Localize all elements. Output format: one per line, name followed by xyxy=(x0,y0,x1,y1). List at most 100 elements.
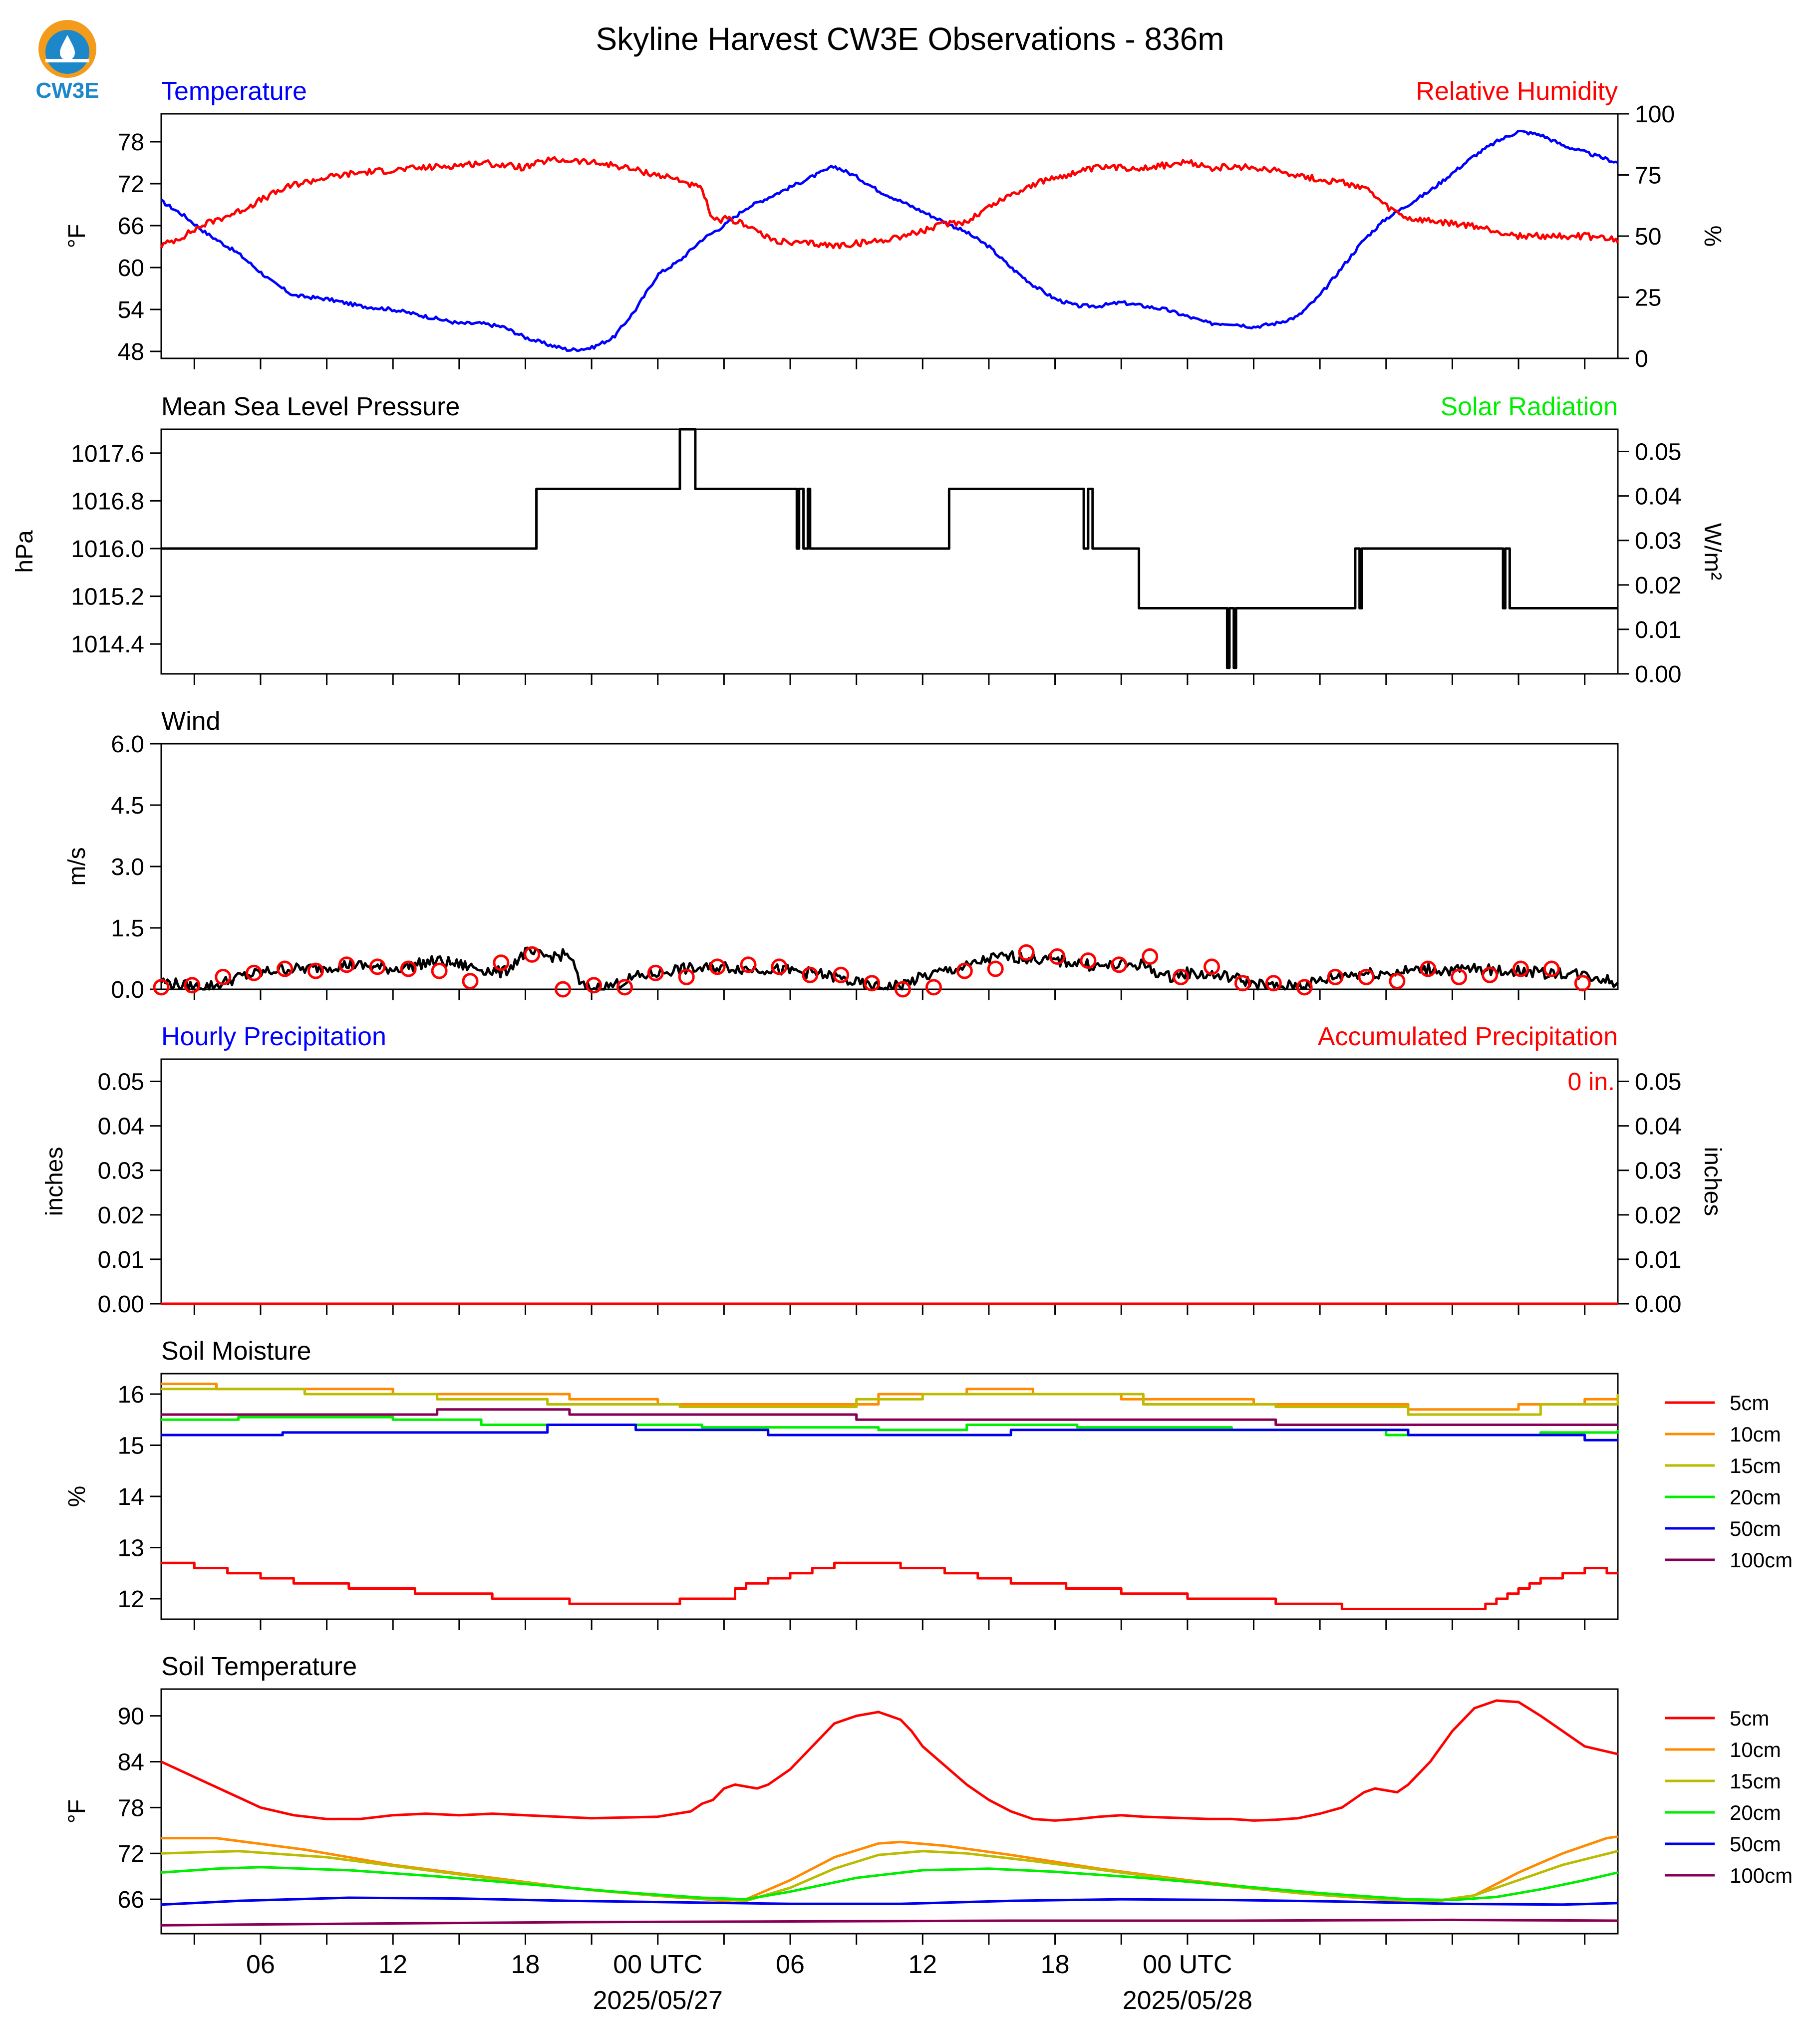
y-right-tick-label: 0.05 xyxy=(1635,439,1681,466)
y-right-axis-label: W/m² xyxy=(1699,523,1726,580)
wind-gust-marker xyxy=(277,960,294,977)
series-10cm xyxy=(161,1383,1619,1411)
wind-gust-marker xyxy=(616,979,633,996)
wind-gust-marker xyxy=(1543,960,1560,977)
wind-gust-marker xyxy=(493,954,510,971)
wind-gust-marker xyxy=(555,981,572,998)
wind-gust-marker xyxy=(1173,968,1190,985)
y-right-tick-label: 0.00 xyxy=(1635,661,1681,688)
panel-title-left: Mean Sea Level Pressure xyxy=(161,392,460,421)
legend-label: 50cm xyxy=(1730,1832,1781,1856)
legend-label: 15cm xyxy=(1730,1454,1781,1477)
wind-gust-marker xyxy=(1296,979,1313,996)
x-tick-label: 12 xyxy=(378,1950,407,1979)
y-tick-label: 1016.8 xyxy=(71,488,144,515)
y-tick-label: 48 xyxy=(118,339,144,365)
y-axis-label: % xyxy=(64,1486,90,1507)
series-line-0 xyxy=(161,428,1618,669)
wind-gust-marker xyxy=(1327,968,1344,985)
wind-gust-marker xyxy=(215,968,232,985)
series-20cm xyxy=(161,1866,1618,1902)
y-tick-label: 1017.6 xyxy=(71,441,144,467)
y-tick-label: 72 xyxy=(118,1841,144,1867)
y-right-tick-label: 100 xyxy=(1635,101,1675,128)
y-right-tick-label: 25 xyxy=(1635,285,1661,311)
y-tick-label: 60 xyxy=(118,255,144,282)
wind-gust-marker xyxy=(462,973,479,990)
logo-text: CW3E xyxy=(35,78,99,103)
wind-gust-marker xyxy=(1142,948,1159,965)
y-right-tick-label: 0.05 xyxy=(1635,1069,1681,1096)
y-tick-label: 1.5 xyxy=(111,915,144,942)
panel-title-left: Soil Temperature xyxy=(161,1652,357,1681)
wind-gust-marker xyxy=(833,966,850,983)
wind-gust-marker xyxy=(956,962,973,979)
wind-gust-marker xyxy=(153,979,170,996)
y-right-tick-label: 0.02 xyxy=(1635,1202,1681,1229)
y-right-tick-label: 0 xyxy=(1635,346,1648,372)
panel-title-right: Accumulated Precipitation xyxy=(1318,1022,1618,1051)
wind-gust-marker xyxy=(524,946,541,963)
wind-gust-marker xyxy=(307,962,324,979)
wind-gust-marker xyxy=(1080,952,1097,969)
y-tick-label: 4.5 xyxy=(111,793,144,819)
x-tick-label: 18 xyxy=(1041,1950,1070,1979)
y-right-tick-label: 0.01 xyxy=(1635,1247,1681,1273)
legend-label: 5cm xyxy=(1730,1707,1769,1730)
panel-pressure-solar: Mean Sea Level Pressure Solar Radiation 10… xyxy=(11,392,1726,688)
y-tick-label: 12 xyxy=(118,1586,144,1613)
legend-label: 5cm xyxy=(1730,1391,1769,1415)
logo-wave-icon xyxy=(45,59,89,62)
y-tick-label: 1015.2 xyxy=(71,584,144,610)
y-tick-label: 84 xyxy=(118,1749,144,1775)
legend-label: 15cm xyxy=(1730,1769,1781,1793)
y-axis-label: m/s xyxy=(64,847,90,885)
y-right-tick-label: 0.04 xyxy=(1635,484,1681,510)
y-tick-label: 54 xyxy=(118,297,144,323)
x-tick-date-label: 2025/05/28 xyxy=(1123,1986,1252,2015)
y-axis-label: °F xyxy=(64,224,90,249)
panel-temperature-humidity: Temperature Relative Humidity 48 54 60 66 72 78… xyxy=(64,77,1726,372)
wind-gust-marker xyxy=(1358,968,1375,985)
y-tick-label: 6.0 xyxy=(111,731,144,758)
series-line-0 xyxy=(160,946,1619,991)
x-tick-label: 06 xyxy=(246,1950,275,1979)
wind-gust-marker xyxy=(431,962,448,979)
panels: Temperature Relative Humidity 48 54 60 66 72 78… xyxy=(11,77,1793,1945)
panel-soil-temperature: Soil Temperature 66 72 78 84 90 °F 5cm 10cm 15cm 2… xyxy=(64,1652,1793,1945)
series-line-1 xyxy=(160,156,1619,250)
wind-gust-marker xyxy=(338,956,355,973)
wind-gust-marker xyxy=(1420,960,1437,977)
y-right-axis-label: inches xyxy=(1699,1147,1726,1216)
y-axis-label: °F xyxy=(64,1799,90,1824)
series-line-0 xyxy=(160,129,1618,352)
wind-gust-marker xyxy=(1111,956,1128,973)
wind-gust-marker xyxy=(369,958,386,975)
y-tick-label: 0.01 xyxy=(98,1247,144,1273)
wind-gust-marker xyxy=(1203,958,1220,975)
cw3e-logo: CW3E xyxy=(35,20,99,103)
y-right-axis-label: % xyxy=(1699,226,1726,247)
y-axis-label: hPa xyxy=(11,530,38,573)
series-5cm xyxy=(161,1561,1618,1610)
wind-gust-marker xyxy=(987,960,1004,977)
plot-frame xyxy=(160,1688,1619,1935)
y-right-tick-label: 50 xyxy=(1635,224,1661,250)
wind-gust-marker xyxy=(802,966,819,983)
wind-gust-marker xyxy=(586,977,603,994)
wind-gust-marker xyxy=(1574,975,1591,992)
figure-title: Skyline Harvest CW3E Observations - 836m xyxy=(596,21,1224,57)
x-tick-label: 00 UTC xyxy=(613,1950,702,1979)
panel-title-left: Temperature xyxy=(161,77,307,106)
y-right-tick-label: 0.01 xyxy=(1635,617,1681,643)
panel-title-left: Hourly Precipitation xyxy=(161,1022,386,1051)
x-tick-label: 06 xyxy=(776,1950,805,1979)
wind-gust-marker xyxy=(184,977,201,994)
y-axis-label: inches xyxy=(41,1147,68,1216)
y-tick-label: 1016.0 xyxy=(71,536,144,563)
legend-label: 10cm xyxy=(1730,1423,1781,1446)
wind-gust-marker xyxy=(771,958,788,975)
wind-gust-marker xyxy=(678,968,695,985)
legend-label: 20cm xyxy=(1730,1485,1781,1509)
